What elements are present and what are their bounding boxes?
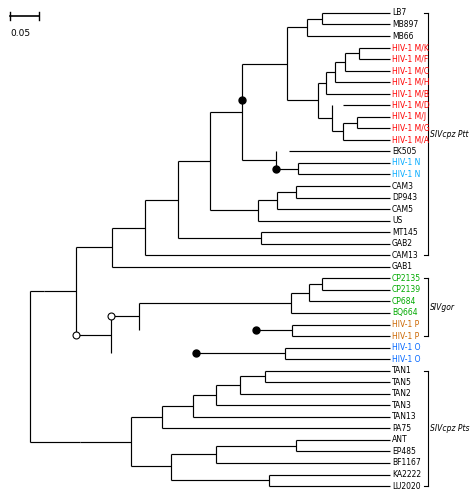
- Text: GAB2: GAB2: [392, 239, 413, 248]
- Text: US: US: [392, 216, 402, 225]
- Text: PA75: PA75: [392, 424, 411, 433]
- Text: HIV-1 N: HIV-1 N: [392, 159, 420, 168]
- Text: HIV-1 O: HIV-1 O: [392, 343, 420, 352]
- Text: MB66: MB66: [392, 31, 413, 40]
- Text: CAM3: CAM3: [392, 182, 414, 191]
- Text: SIVcpz Ptt: SIVcpz Ptt: [430, 130, 468, 139]
- Text: TAN5: TAN5: [392, 378, 412, 387]
- Text: HIV-1 M/A: HIV-1 M/A: [392, 135, 429, 144]
- Text: DP943: DP943: [392, 193, 417, 202]
- Text: MB897: MB897: [392, 20, 418, 29]
- Text: HIV-1 M/J: HIV-1 M/J: [392, 112, 426, 121]
- Text: HIV-1 M/C: HIV-1 M/C: [392, 66, 429, 75]
- Text: HIV-1 M/G: HIV-1 M/G: [392, 124, 430, 133]
- Text: CAM13: CAM13: [392, 251, 419, 260]
- Text: ANT: ANT: [392, 436, 408, 445]
- Text: CAM5: CAM5: [392, 205, 414, 214]
- Text: TAN1: TAN1: [392, 366, 412, 375]
- Text: HIV-1 M/B: HIV-1 M/B: [392, 89, 429, 98]
- Text: KA2222: KA2222: [392, 470, 421, 479]
- Text: TAN13: TAN13: [392, 412, 417, 421]
- Text: HIV-1 M/F: HIV-1 M/F: [392, 54, 428, 63]
- Text: LU2020: LU2020: [392, 482, 420, 491]
- Text: HIV-1 M/H: HIV-1 M/H: [392, 78, 429, 87]
- Text: HIV-1 N: HIV-1 N: [392, 170, 420, 179]
- Text: HIV-1 O: HIV-1 O: [392, 355, 420, 364]
- Text: GAB1: GAB1: [392, 262, 413, 271]
- Text: CP2135: CP2135: [392, 274, 421, 283]
- Text: LB7: LB7: [392, 8, 406, 17]
- Text: BF1167: BF1167: [392, 459, 421, 468]
- Text: HIV-1 P: HIV-1 P: [392, 331, 419, 340]
- Text: HIV-1 M/K: HIV-1 M/K: [392, 43, 429, 52]
- Text: SIVgor: SIVgor: [430, 303, 455, 312]
- Text: TAN3: TAN3: [392, 401, 412, 410]
- Text: HIV-1 M/D: HIV-1 M/D: [392, 101, 430, 110]
- Text: SIVcpz Pts: SIVcpz Pts: [430, 424, 469, 433]
- Text: CP684: CP684: [392, 297, 416, 306]
- Text: EP485: EP485: [392, 447, 416, 456]
- Text: HIV-1 P: HIV-1 P: [392, 320, 419, 329]
- Text: TAN2: TAN2: [392, 389, 412, 398]
- Text: BQ664: BQ664: [392, 308, 418, 317]
- Text: EK505: EK505: [392, 147, 416, 156]
- Text: MT145: MT145: [392, 228, 418, 237]
- Text: 0.05: 0.05: [10, 28, 30, 38]
- Text: CP2139: CP2139: [392, 285, 421, 294]
